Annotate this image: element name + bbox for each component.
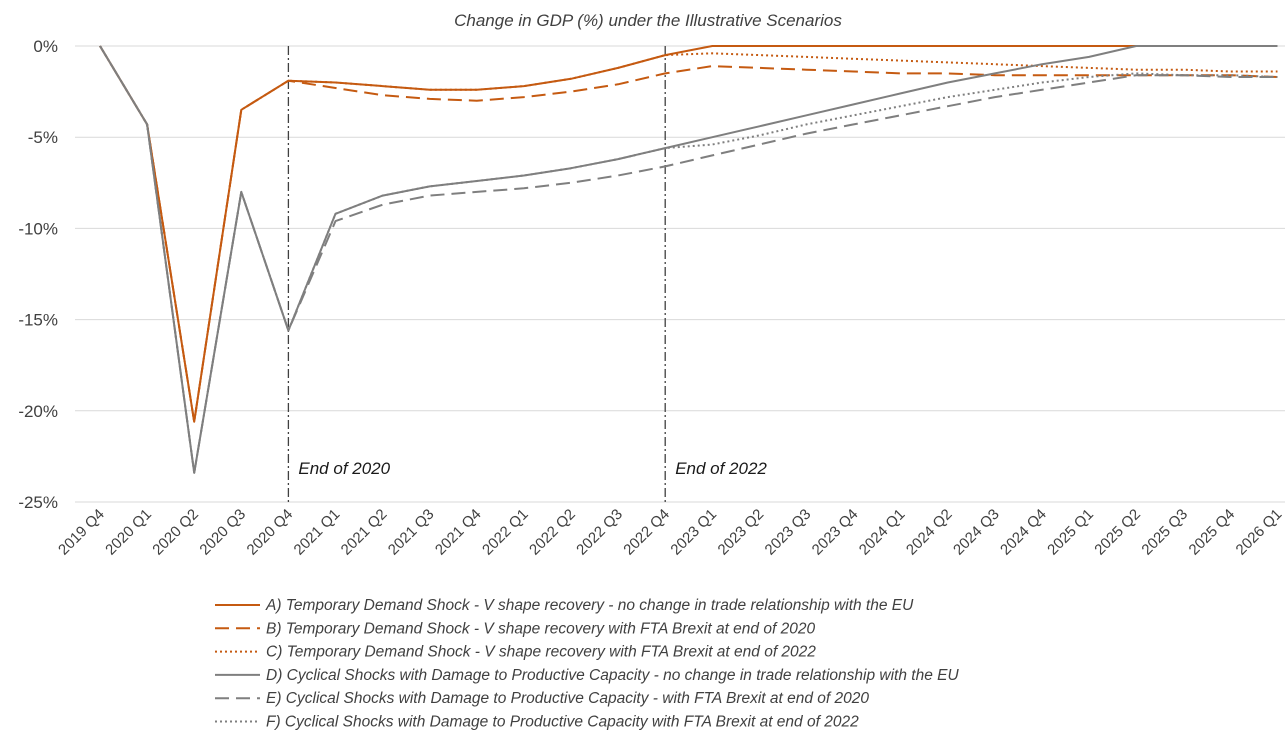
x-tick-label: 2021 Q2 [338, 506, 391, 559]
chart-title: Change in GDP (%) under the Illustrative… [454, 11, 842, 30]
x-tick-label: 2020 Q4 [244, 506, 297, 559]
y-tick-label: -10% [18, 219, 58, 238]
x-tick-label: 2024 Q1 [856, 506, 909, 559]
x-tick-label: 2019 Q4 [55, 506, 108, 559]
x-tick-label: 2021 Q1 [291, 506, 344, 559]
x-tick-label: 2020 Q3 [196, 506, 249, 559]
gridlines [75, 45, 1285, 503]
series-line [99, 45, 1278, 423]
x-tick-label: 2020 Q1 [102, 506, 155, 559]
series-line [99, 45, 1278, 474]
legend-entry: D) Cyclical Shocks with Damage to Produc… [266, 667, 959, 684]
legend: A) Temporary Demand Shock - V shape reco… [215, 597, 959, 731]
x-tick-label: 2024 Q4 [997, 506, 1050, 559]
y-axis-ticks: 0% -5% -10% -15% -20% -25% [18, 37, 58, 512]
y-tick-label: 0% [33, 37, 58, 56]
annotation-label: End of 2022 [675, 459, 767, 478]
x-tick-label: 2022 Q2 [526, 506, 579, 559]
series-line [99, 45, 1278, 423]
series-line [99, 45, 1278, 474]
x-tick-label: 2021 Q4 [432, 506, 485, 559]
legend-entry: B) Temporary Demand Shock - V shape reco… [266, 620, 815, 637]
x-tick-label: 2021 Q3 [385, 506, 438, 559]
annotation-label: End of 2020 [298, 459, 390, 478]
x-tick-label: 2023 Q2 [715, 506, 768, 559]
x-tick-label: 2022 Q4 [620, 506, 673, 559]
x-tick-label: 2022 Q3 [573, 506, 626, 559]
y-tick-label: -20% [18, 402, 58, 421]
x-tick-label: 2023 Q3 [762, 506, 815, 559]
x-tick-label: 2023 Q1 [667, 506, 720, 559]
legend-entry: F) Cyclical Shocks with Damage to Produc… [266, 714, 859, 731]
x-tick-label: 2023 Q4 [809, 506, 862, 559]
series-line [99, 45, 1278, 423]
x-tick-label: 2025 Q2 [1091, 506, 1144, 559]
y-tick-label: -15% [18, 311, 58, 330]
x-tick-label: 2020 Q2 [149, 506, 202, 559]
legend-entry: C) Temporary Demand Shock - V shape reco… [266, 644, 816, 661]
x-tick-label: 2024 Q2 [903, 506, 956, 559]
y-tick-label: -25% [18, 493, 58, 512]
series-lines [99, 45, 1278, 474]
y-tick-label: -5% [28, 128, 58, 147]
x-tick-label: 2026 Q1 [1233, 506, 1285, 559]
x-tick-label: 2022 Q1 [479, 506, 532, 559]
annotation-lines: End of 2020 End of 2022 [287, 46, 767, 502]
x-tick-label: 2024 Q3 [950, 506, 1003, 559]
series-line [99, 45, 1278, 474]
x-tick-label: 2025 Q4 [1186, 506, 1239, 559]
legend-entry: E) Cyclical Shocks with Damage to Produc… [266, 690, 869, 707]
x-tick-label: 2025 Q3 [1138, 506, 1191, 559]
legend-entry: A) Temporary Demand Shock - V shape reco… [265, 597, 914, 614]
x-tick-label: 2025 Q1 [1044, 506, 1097, 559]
